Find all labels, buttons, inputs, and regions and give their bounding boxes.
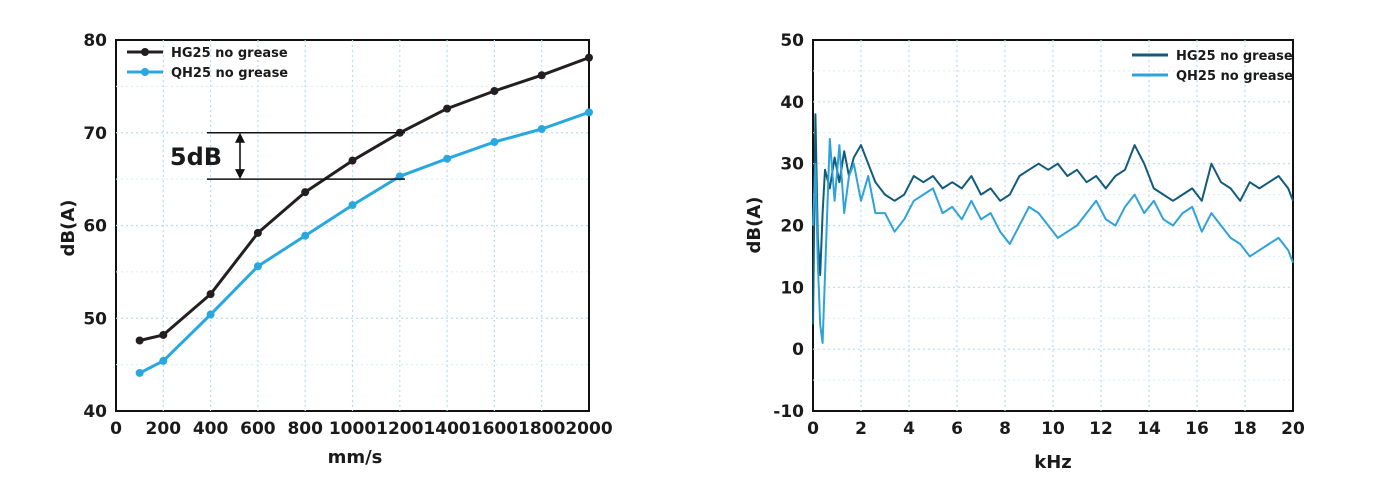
x-tick-label: 0 — [807, 419, 819, 439]
y-tick-label: 20 — [780, 217, 804, 237]
x-tick-label: 6 — [951, 419, 963, 439]
legend-marker — [141, 68, 149, 76]
annotation-label: 5dB — [170, 143, 222, 171]
x-tick-label: 1400 — [423, 419, 470, 439]
x-tick-label: 1600 — [471, 419, 518, 439]
x-tick-label: 20 — [1281, 419, 1305, 439]
arrow-up-icon — [235, 132, 245, 143]
data-point — [206, 290, 215, 299]
x-tick-label: 14 — [1137, 419, 1161, 439]
data-point — [490, 87, 499, 96]
data-point — [301, 188, 310, 197]
series-line-2 — [812, 137, 1294, 344]
x-tick-label: 4 — [903, 419, 915, 439]
x-tick-label: 10 — [1041, 419, 1065, 439]
y-tick-label: 40 — [83, 402, 107, 422]
data-point — [253, 262, 262, 271]
data-point — [585, 108, 593, 117]
data-point — [490, 138, 499, 147]
left-tick-labels: 0 200 400 600 800 1000 1200 1400 1600 1800 2000 40 5… — [83, 31, 612, 439]
x-tick-label: 16 — [1185, 419, 1209, 439]
five-db-annotation: 5dB — [170, 131, 405, 180]
data-point — [443, 104, 452, 113]
y-tick-label: 60 — [83, 217, 107, 237]
legend-label: QH25 no grease — [1176, 69, 1293, 84]
arrow-down-icon — [235, 169, 245, 180]
left-legend: HG25 no grease QH25 no grease — [127, 46, 288, 81]
left-x-axis-label: mm/s — [328, 447, 383, 468]
y-tick-label: -10 — [773, 402, 804, 422]
right-x-axis-label: kHz — [1034, 452, 1072, 473]
data-point — [348, 156, 357, 165]
y-tick-label: 0 — [792, 340, 804, 360]
data-point — [443, 154, 452, 163]
series-line-1 — [812, 113, 1294, 325]
x-tick-label: 8 — [999, 419, 1011, 439]
x-tick-label: 2 — [855, 419, 867, 439]
right-legend: HG25 no grease QH25 no grease — [1132, 49, 1293, 84]
data-point — [159, 330, 168, 339]
y-tick-label: 50 — [83, 309, 107, 329]
data-point — [135, 336, 144, 345]
left-y-axis-label: dB(A) — [58, 200, 79, 257]
legend-marker — [141, 48, 149, 56]
right-grid — [813, 40, 1293, 411]
x-tick-label: 600 — [240, 419, 276, 439]
y-tick-label: 50 — [780, 31, 804, 51]
y-tick-label: 30 — [780, 155, 804, 175]
legend-label: HG25 no grease — [171, 46, 288, 61]
data-point — [348, 201, 357, 210]
y-tick-label: 40 — [780, 93, 804, 113]
y-tick-label: 10 — [780, 278, 804, 298]
x-tick-label: 400 — [193, 419, 229, 439]
x-tick-label: 0 — [110, 419, 122, 439]
x-tick-label: 1800 — [518, 419, 565, 439]
data-point — [537, 125, 546, 134]
data-point — [253, 228, 262, 237]
x-tick-label: 1200 — [376, 419, 423, 439]
legend-label: QH25 no grease — [171, 66, 288, 81]
data-point — [206, 310, 215, 319]
speed-noise-chart: 0 200 400 600 800 1000 1200 1400 1600 1800 2000 40 5… — [58, 31, 613, 468]
data-point — [537, 71, 546, 80]
data-point — [585, 53, 593, 62]
left-series — [135, 53, 593, 377]
right-series — [812, 113, 1294, 344]
x-tick-label: 18 — [1233, 419, 1257, 439]
x-tick-label: 800 — [287, 419, 323, 439]
legend-label: HG25 no grease — [1176, 49, 1293, 64]
x-tick-label: 1000 — [329, 419, 376, 439]
data-point — [159, 356, 168, 365]
right-y-axis-label: dB(A) — [744, 197, 765, 254]
data-point — [135, 368, 144, 377]
x-tick-label: 2000 — [565, 419, 612, 439]
x-tick-label: 200 — [146, 419, 182, 439]
y-tick-label: 70 — [83, 124, 107, 144]
data-point — [301, 231, 310, 240]
y-tick-label: 80 — [83, 31, 107, 51]
x-tick-label: 12 — [1089, 419, 1113, 439]
